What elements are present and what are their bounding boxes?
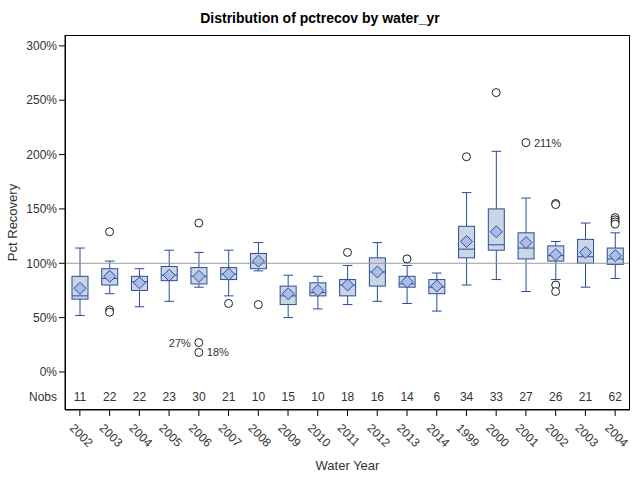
svg-text:11: 11 [74, 390, 87, 404]
svg-text:18: 18 [341, 390, 355, 404]
svg-text:2005: 2005 [156, 421, 185, 450]
svg-text:2000: 2000 [483, 421, 512, 450]
svg-text:22: 22 [133, 390, 147, 404]
svg-text:23: 23 [163, 390, 177, 404]
svg-text:Pct Recovery: Pct Recovery [8, 183, 20, 261]
svg-text:2008: 2008 [245, 421, 274, 450]
svg-text:21: 21 [222, 390, 236, 404]
svg-text:2001: 2001 [513, 421, 542, 450]
svg-text:2011: 2011 [335, 421, 363, 449]
svg-text:250%: 250% [26, 93, 57, 107]
svg-text:2007: 2007 [216, 421, 245, 450]
svg-text:2003: 2003 [97, 421, 126, 450]
svg-text:62: 62 [609, 390, 623, 404]
svg-text:2002: 2002 [543, 421, 572, 450]
svg-text:15: 15 [281, 390, 295, 404]
svg-text:0%: 0% [40, 365, 58, 379]
svg-text:1999: 1999 [453, 421, 482, 450]
svg-text:27: 27 [519, 390, 533, 404]
svg-text:34: 34 [460, 390, 474, 404]
svg-text:Water Year: Water Year [316, 458, 381, 473]
svg-text:2012: 2012 [364, 421, 393, 450]
svg-text:18%: 18% [207, 346, 229, 358]
svg-text:Nobs: Nobs [29, 390, 57, 404]
svg-text:50%: 50% [33, 311, 57, 325]
svg-text:2004: 2004 [126, 421, 155, 450]
svg-text:2002: 2002 [67, 421, 96, 450]
svg-text:150%: 150% [26, 202, 57, 216]
svg-text:2003: 2003 [572, 421, 601, 450]
svg-text:6: 6 [433, 390, 440, 404]
svg-text:2006: 2006 [186, 421, 215, 450]
svg-text:211%: 211% [534, 137, 562, 149]
svg-text:21: 21 [579, 390, 593, 404]
svg-text:16: 16 [371, 390, 385, 404]
svg-text:2013: 2013 [394, 421, 423, 450]
svg-text:14: 14 [400, 390, 414, 404]
svg-text:22: 22 [103, 390, 117, 404]
html-text:Distribution of pctrecov by wa: Distribution of pctrecov by water_yr [200, 10, 440, 26]
svg-text:10: 10 [252, 390, 266, 404]
svg-text:2010: 2010 [305, 421, 334, 450]
svg-text:27%: 27% [169, 337, 191, 349]
svg-text:2004: 2004 [602, 421, 631, 450]
svg-text:2009: 2009 [275, 421, 304, 450]
svg-text:200%: 200% [26, 148, 57, 162]
svg-text:10: 10 [311, 390, 325, 404]
svg-text:300%: 300% [26, 39, 57, 53]
svg-text:33: 33 [490, 390, 504, 404]
svg-text:2014: 2014 [424, 421, 453, 450]
svg-text:100%: 100% [26, 257, 57, 271]
svg-text:30: 30 [192, 390, 206, 404]
svg-text:26: 26 [549, 390, 563, 404]
